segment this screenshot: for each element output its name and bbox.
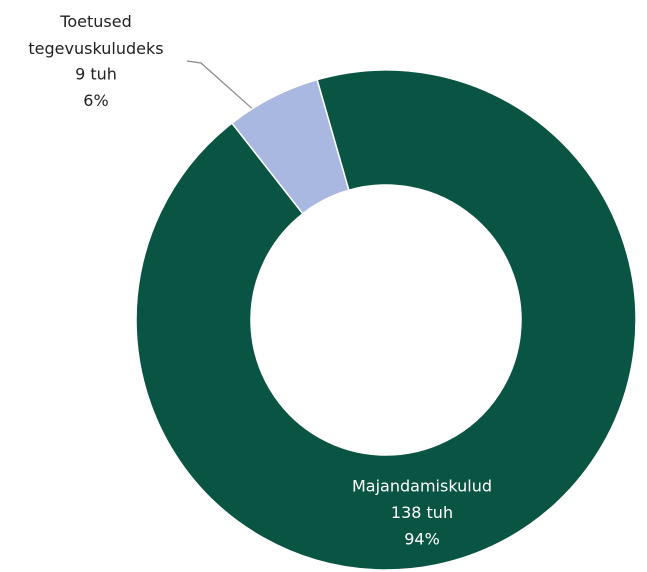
percent-label: 94% [404, 530, 440, 549]
category-label: Majandamiskulud [352, 477, 492, 496]
label-line: tegevuskuludeks [28, 39, 163, 58]
category-label: Toetused tegevuskuludeks [28, 12, 163, 58]
value-label: 9 tuh [75, 65, 117, 84]
percent-label: 6% [83, 91, 108, 110]
label-line: Toetused [59, 12, 131, 31]
value-label: 138 tuh [391, 503, 453, 522]
donut-slice [230, 78, 350, 215]
donut-slice [135, 69, 637, 571]
